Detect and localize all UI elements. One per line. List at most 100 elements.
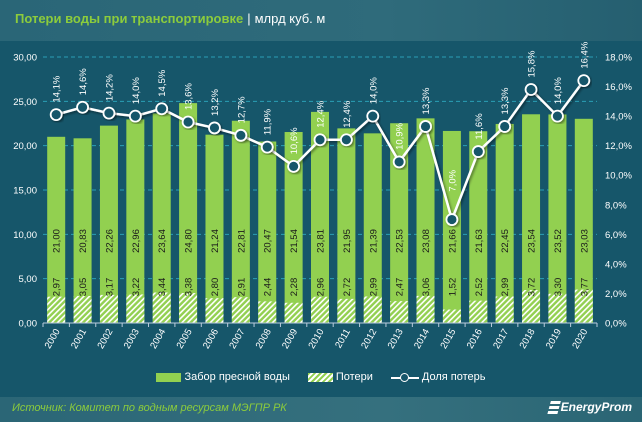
losses-value-label: 1,52 [447, 278, 458, 297]
legend-label: Забор пресной воды [184, 371, 290, 383]
legend-label: Доля потерь [421, 371, 486, 383]
intake-bar [126, 119, 145, 324]
intake-value-label: 23,08 [421, 229, 432, 253]
x-axis-year-label: 2017 [491, 327, 511, 351]
title-unit: млрд куб. м [254, 11, 326, 26]
intake-value-label: 24,80 [184, 229, 195, 253]
losses-bar [99, 294, 118, 323]
losses-value-label: 3,22 [131, 278, 142, 297]
footer: Источник: Комитет по водным ресурсам МЭГ… [0, 397, 642, 422]
intake-value-label: 23,81 [316, 229, 327, 253]
right-axis-tick: 10,0% [605, 171, 632, 182]
losses-bar [179, 293, 198, 323]
share-value-label: 13,3% [500, 87, 511, 114]
left-axis-tick: 10,00 [13, 230, 37, 241]
title-separator: | [247, 11, 251, 26]
legend-intake: Забор пресной воды [156, 371, 290, 383]
energyprom-logo: EnergyProm [546, 400, 632, 415]
intake-bar [179, 103, 198, 324]
left-axis-tick: 20,00 [13, 141, 37, 152]
share-point [551, 109, 564, 123]
share-point [339, 133, 353, 147]
x-axis-year-label: 2013 [386, 327, 406, 351]
intake-swatch [156, 372, 182, 382]
intake-value-label: 22,53 [395, 229, 406, 253]
intake-value-label: 21,24 [210, 229, 221, 253]
share-value-label: 14,5% [157, 69, 168, 96]
share-point [392, 155, 406, 169]
share-value-label: 12,4% [316, 100, 327, 127]
losses-value-label: 2,99 [368, 278, 379, 297]
share-point [287, 159, 301, 173]
intake-bar [495, 123, 514, 324]
logo-icon [546, 400, 561, 415]
right-axis-tick: 16,0% [605, 82, 632, 93]
share-value-label: 14,2% [104, 74, 115, 101]
source-note: Источник: Комитет по водным ресурсам МЭГ… [12, 402, 287, 414]
intake-bar [416, 118, 435, 323]
losses-value-label: 3,77 [579, 278, 590, 297]
intake-bar [337, 128, 356, 323]
x-axis-year-label: 2008 [254, 327, 274, 351]
x-axis-year-label: 2005 [175, 327, 195, 351]
share-point [577, 74, 591, 88]
losses-value-label: 3,44 [157, 278, 168, 297]
intake-bar [284, 132, 303, 323]
share-point [49, 108, 63, 122]
losses-value-label: 3,30 [553, 278, 564, 297]
x-axis-year-label: 2002 [95, 327, 115, 351]
intake-bar [47, 136, 66, 323]
share-point [498, 120, 512, 133]
losses-value-label: 2,47 [395, 278, 406, 297]
x-axis-year-label: 2004 [148, 327, 168, 351]
intake-value-label: 21,39 [368, 229, 379, 253]
intake-value-label: 22,96 [131, 229, 142, 253]
x-axis-year-label: 2020 [570, 327, 590, 351]
losses-swatch [307, 372, 333, 382]
share-value-label: 15,8% [527, 50, 538, 77]
intake-value-label: 21,54 [289, 229, 300, 253]
x-axis-year-label: 2012 [359, 327, 379, 351]
intake-bar [152, 113, 171, 323]
intake-bar [442, 130, 461, 323]
title-text: Потери воды при транспортировке [15, 11, 244, 26]
share-point [102, 106, 116, 120]
right-axis-tick: 2,0% [605, 289, 627, 300]
losses-bar [363, 296, 382, 323]
intake-value-label: 21,66 [447, 229, 458, 253]
share-point [208, 121, 221, 135]
share-point [419, 120, 432, 133]
intake-value-label: 22,81 [236, 229, 247, 253]
losses-bar [73, 295, 92, 323]
losses-value-label: 2,96 [316, 278, 327, 297]
right-axis-tick: 4,0% [605, 259, 627, 270]
share-value-label: 14,1% [52, 75, 63, 102]
share-value-label: 13,2% [210, 88, 221, 115]
losses-bar [152, 292, 171, 323]
intake-value-label: 22,26 [104, 229, 115, 253]
losses-bar [548, 293, 567, 323]
losses-value-label: 3,72 [527, 278, 538, 297]
right-axis-tick: 12,0% [605, 141, 632, 152]
losses-value-label: 2,44 [263, 278, 274, 297]
x-axis-year-label: 2009 [280, 327, 300, 351]
intake-bar [390, 123, 409, 323]
right-axis-tick: 0,0% [605, 319, 627, 330]
intake-value-label: 21,95 [342, 229, 353, 253]
losses-bar [231, 297, 250, 323]
left-axis-tick: 5,00 [19, 274, 38, 285]
x-axis-year-label: 2007 [227, 327, 247, 351]
legend-label: Потери [335, 371, 373, 383]
intake-value-label: 21,63 [474, 229, 485, 253]
losses-bar [574, 289, 593, 323]
share-value-label: 7,0% [447, 169, 458, 191]
intake-bar [522, 114, 541, 324]
losses-bar [416, 295, 435, 323]
x-axis-year-label: 2000 [43, 327, 63, 351]
share-value-label: 10,9% [395, 122, 406, 149]
x-axis-year-label: 2011 [333, 327, 353, 350]
share-point [128, 109, 142, 123]
losses-bar [311, 296, 329, 323]
